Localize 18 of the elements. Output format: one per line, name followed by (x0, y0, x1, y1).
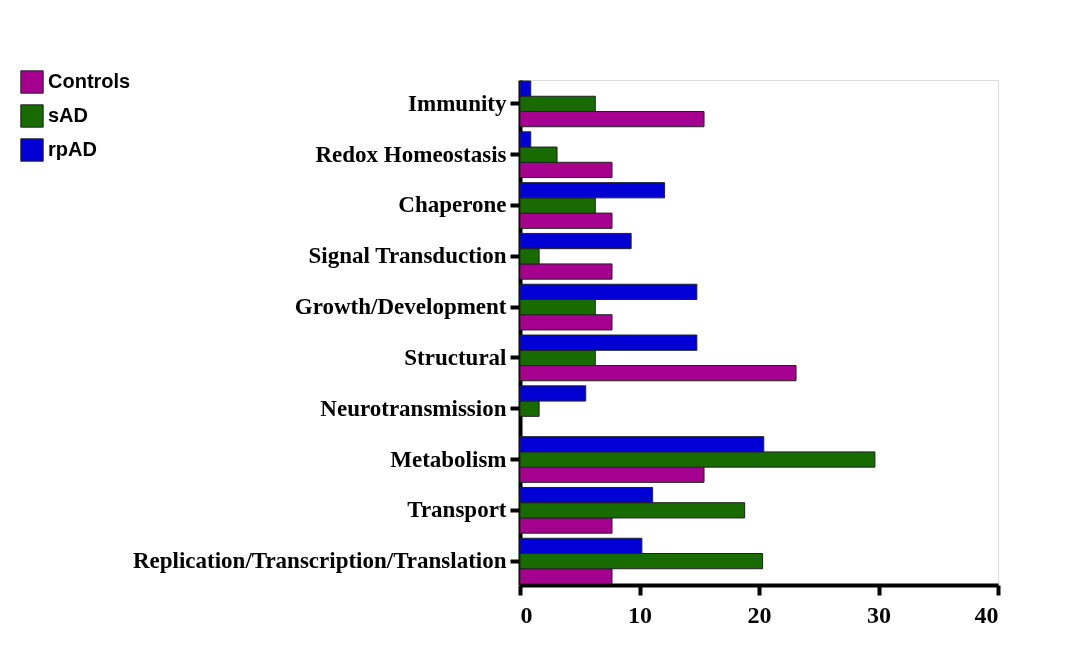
y-tick-label: Signal Transduction (308, 243, 507, 269)
x-tick-label: 0 (520, 601, 533, 628)
y-tick-label: Transport (407, 497, 507, 523)
y-tick-label: Growth/Development (294, 294, 507, 320)
y-tick-label: Redox Homeostasis (315, 141, 507, 167)
legend-label: sAD (48, 104, 89, 126)
legend-label: rpAD (48, 138, 97, 160)
y-tick-label: Structural (404, 344, 507, 370)
y-tick-label: Neurotransmission (320, 395, 507, 421)
y-tick-label: Immunity (408, 90, 507, 116)
x-tick-label: 10 (628, 601, 652, 628)
y-tick-label: Metabolism (390, 446, 507, 472)
x-tick-label: 20 (747, 601, 772, 628)
y-tick-label: Replication/Transcription/Translation (132, 548, 507, 574)
legend-label: Controls (48, 70, 131, 92)
y-tick-label: Chaperone (398, 192, 507, 218)
x-tick-label: 30 (867, 601, 891, 628)
x-tick-label: 40 (974, 601, 999, 628)
